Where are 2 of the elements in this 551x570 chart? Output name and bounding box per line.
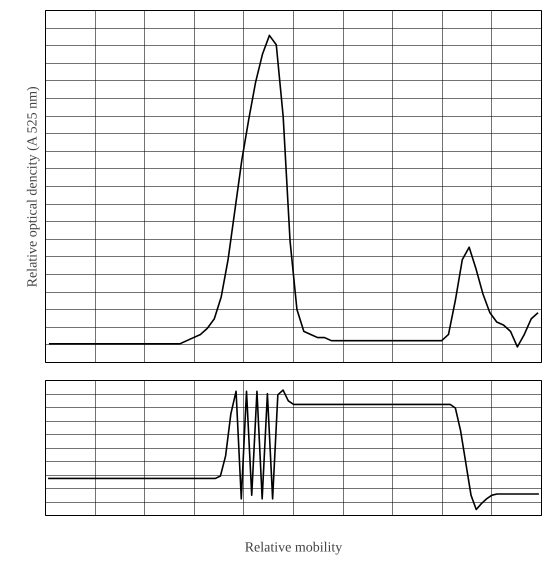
y-axis-title: Relative optical dencity (A 525 nm) [26, 86, 40, 288]
x-axis-title: Relative mobility [244, 540, 342, 556]
